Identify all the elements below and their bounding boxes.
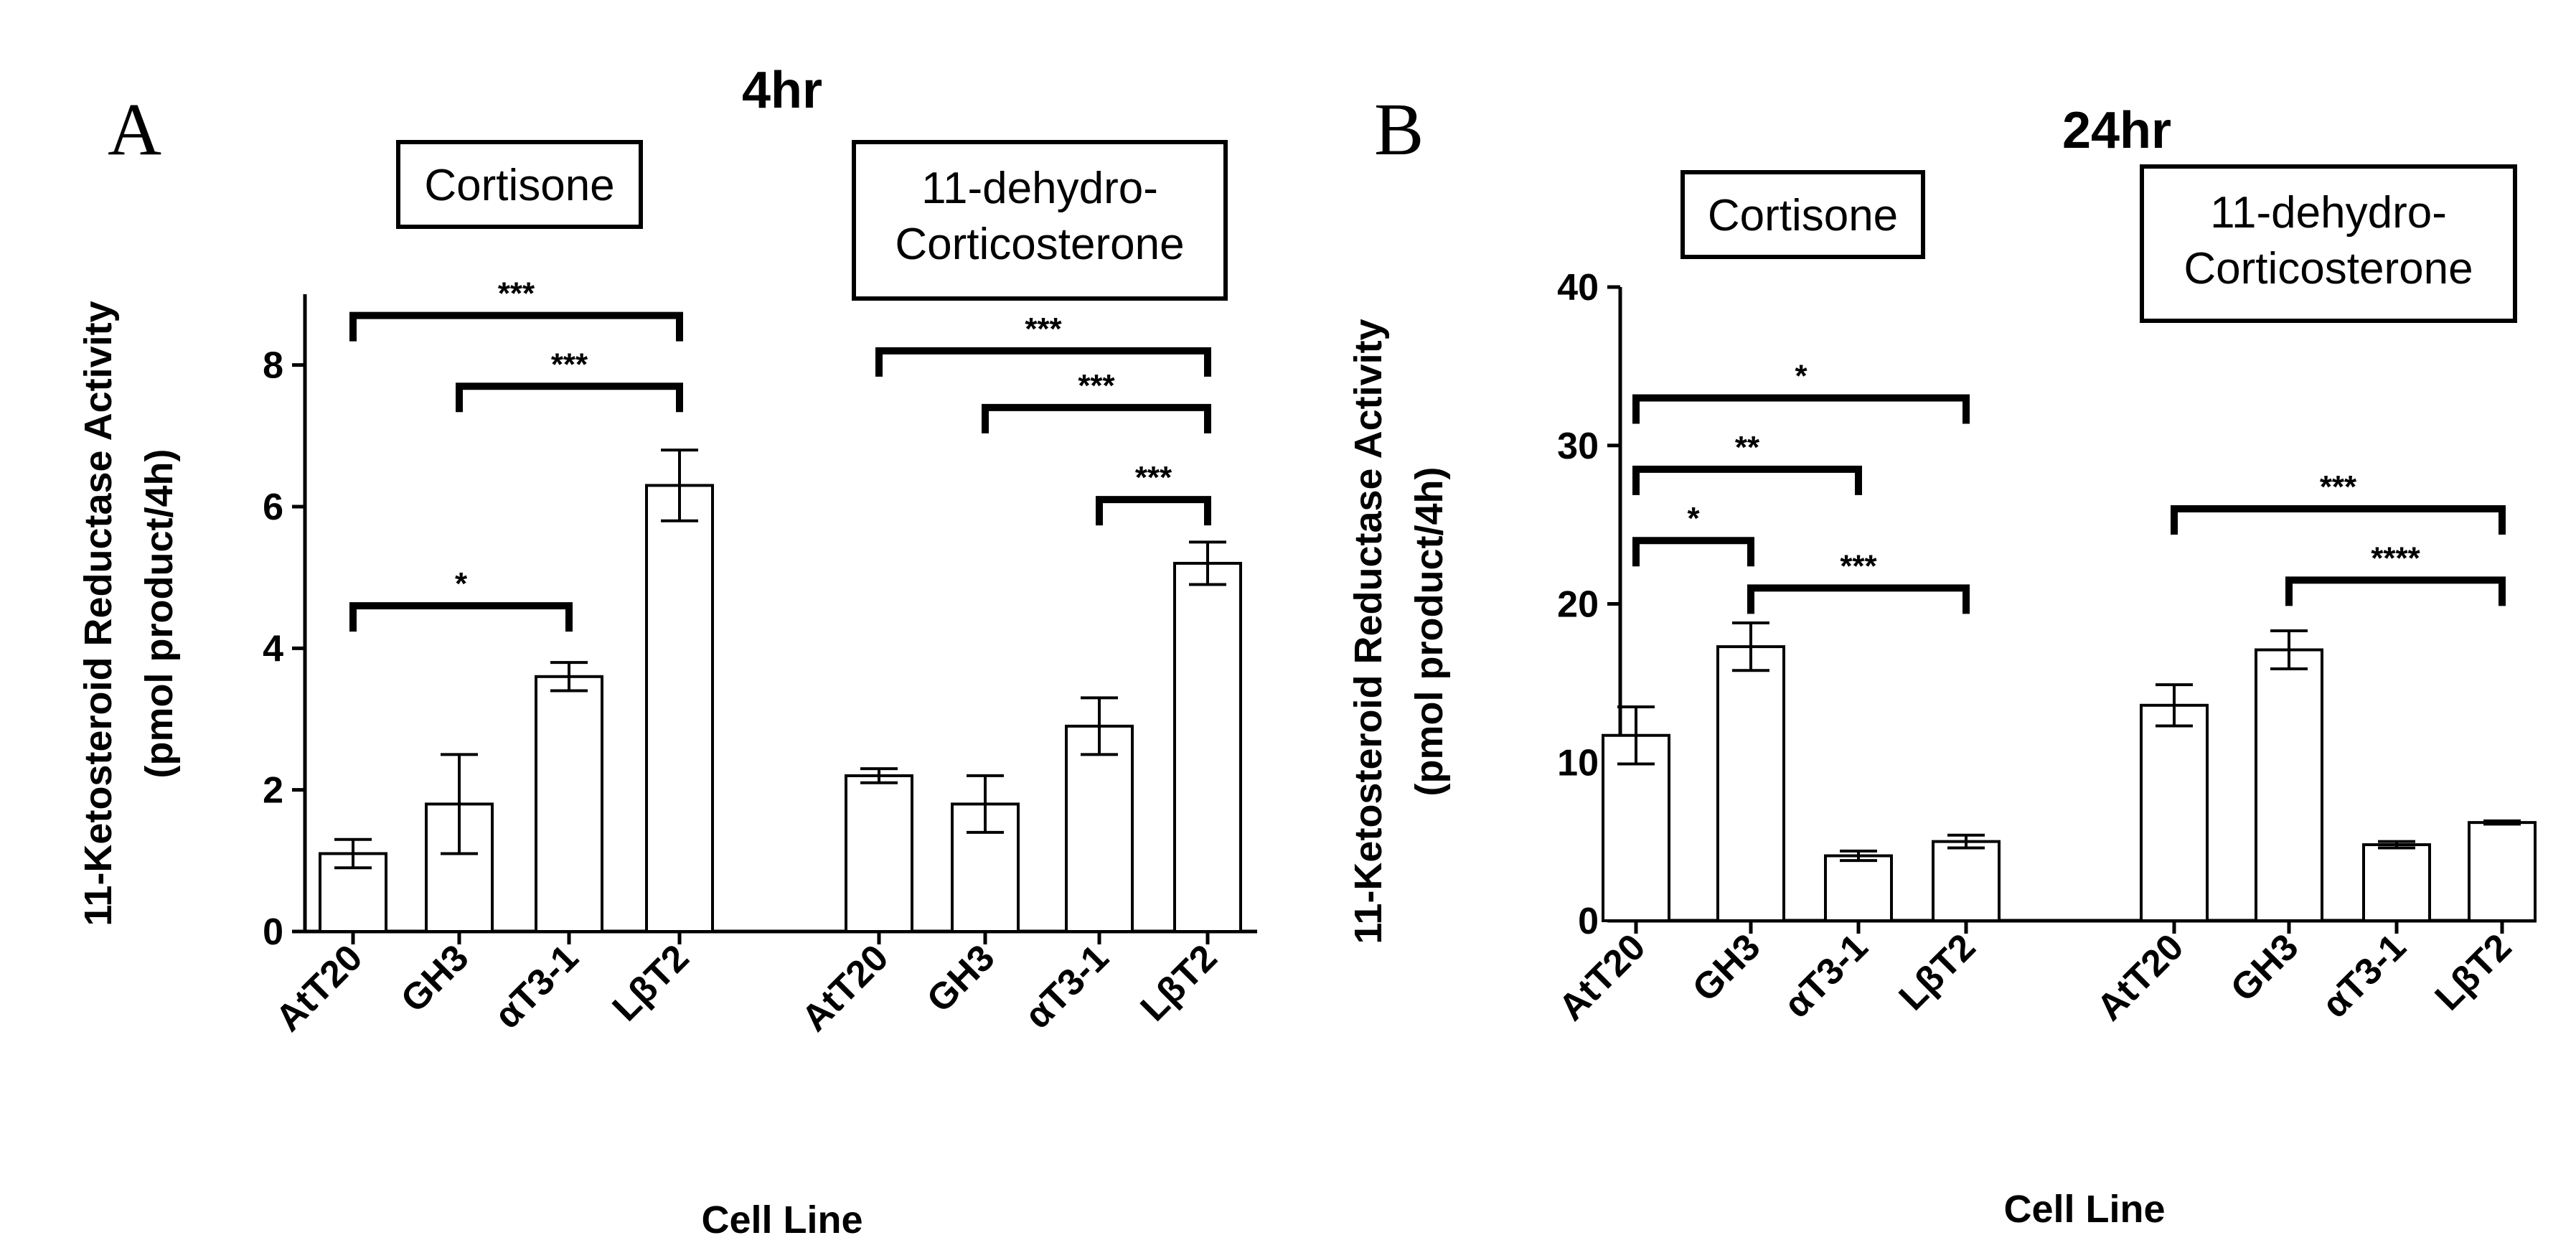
significance-label: * <box>455 566 468 601</box>
significance-label: *** <box>2320 469 2357 505</box>
significance-label: * <box>1687 501 1700 536</box>
category-label: AtT20 <box>794 937 896 1039</box>
chart-title: 24hr <box>2062 102 2171 159</box>
significance-label: * <box>1795 359 1808 394</box>
category-label: GH3 <box>393 937 477 1020</box>
significance-bracket <box>2171 505 2506 535</box>
category-label: LβT2 <box>1133 937 1226 1029</box>
y-tick-label: 4 <box>263 628 283 670</box>
group-label-line: 11-dehydro- <box>921 164 1158 213</box>
significance-bracket <box>2285 576 2506 606</box>
bar <box>645 484 714 933</box>
significance-label: *** <box>1840 548 1877 583</box>
bar <box>1173 561 1242 933</box>
group-label-line: Corticosterone <box>2184 244 2473 294</box>
panel-b: B 24hr 0 10 20 30 40 11-Ketosteroid Reductase A… <box>1347 88 2537 1231</box>
y-tick-label: 2 <box>263 770 283 812</box>
significance-label: *** <box>498 276 535 311</box>
group-label: Cortisone <box>1708 191 1898 240</box>
category-label: LβT2 <box>1891 926 1984 1018</box>
category-label: αT3-1 <box>1776 926 1876 1026</box>
panel-letter: A <box>108 88 161 171</box>
bar <box>1065 724 1134 933</box>
significance-bracket <box>349 311 683 342</box>
x-axis-label: Cell Line <box>2003 1188 2165 1231</box>
y-axis-label-units: (pmol product/4h) <box>138 449 181 779</box>
significance-label: *** <box>551 347 588 382</box>
group-label: Cortisone <box>424 161 614 210</box>
significance-bracket <box>982 403 1211 433</box>
bar <box>425 802 494 934</box>
significance-bracket <box>1632 537 1754 567</box>
bar <box>2140 703 2209 923</box>
bar <box>1932 840 2001 922</box>
category-label: LβT2 <box>605 937 697 1029</box>
significance-label: **** <box>2371 540 2420 576</box>
category-label: αT3-1 <box>1017 937 1117 1036</box>
bar <box>845 774 913 934</box>
category-label: LβT2 <box>2427 926 2520 1018</box>
group-label-box <box>1680 170 1925 259</box>
category-label: GH3 <box>919 937 1003 1020</box>
y-tick-label: 10 <box>1557 742 1599 784</box>
y-axis-label: 11-Ketosteroid Reductase Activity <box>77 301 120 926</box>
chart-title: 4hr <box>742 62 822 119</box>
y-axis-label-units: (pmol product/4h) <box>1408 467 1451 797</box>
y-tick-label: 30 <box>1557 426 1599 467</box>
y-tick-label: 8 <box>263 345 283 387</box>
significance-bracket <box>1632 465 1862 495</box>
significance-label: ** <box>1735 430 1760 465</box>
significance-label: *** <box>1078 368 1115 403</box>
significance-bracket <box>349 602 573 632</box>
bar <box>2255 648 2323 923</box>
significance-bracket <box>1096 496 1211 526</box>
category-label: AtT20 <box>2089 926 2191 1028</box>
bar <box>1716 645 1785 922</box>
category-label: GH3 <box>2223 926 2307 1010</box>
x-axis-label: Cell Line <box>701 1198 862 1242</box>
category-label: AtT20 <box>1551 926 1653 1028</box>
panel-letter: B <box>1374 88 1424 171</box>
bar <box>1824 854 1893 923</box>
significance-label: *** <box>1025 311 1062 347</box>
category-label: αT3-1 <box>486 937 586 1036</box>
significance-bracket <box>875 347 1211 377</box>
y-tick-label: 0 <box>263 911 283 953</box>
significance-label: *** <box>1135 460 1172 495</box>
bar <box>2468 821 2537 923</box>
y-tick-label: 20 <box>1557 584 1599 626</box>
y-tick-label: 0 <box>1578 901 1599 942</box>
y-tick-label: 6 <box>263 487 283 528</box>
category-label: αT3-1 <box>2314 926 2414 1026</box>
significance-bracket <box>1747 584 1970 614</box>
group-label-box <box>2140 164 2517 323</box>
group-label-line: Corticosterone <box>895 220 1184 269</box>
bar <box>2362 843 2431 923</box>
y-axis-label: 11-Ketosteroid Reductase Activity <box>1347 319 1390 944</box>
significance-bracket <box>456 383 683 413</box>
significance-bracket <box>1632 394 1970 424</box>
panel-a: A 4hr 0 2 4 6 8 11-Ketosteroid Reductase Activi… <box>77 62 1257 1242</box>
group-label-box <box>852 140 1228 301</box>
bar <box>535 675 603 933</box>
y-tick-label: 40 <box>1557 267 1599 309</box>
group-label-line: 11-dehydro- <box>2210 188 2447 238</box>
group-label-box <box>396 140 643 229</box>
category-label: GH3 <box>1685 926 1769 1010</box>
